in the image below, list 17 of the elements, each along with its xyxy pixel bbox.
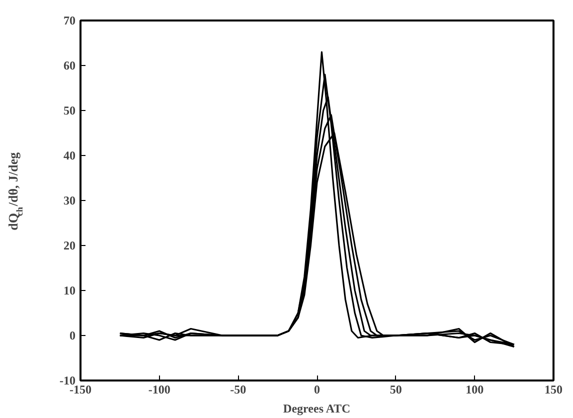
y-tick-label: 30 [64, 194, 76, 208]
x-tick-label: -50 [230, 382, 246, 396]
y-tick-label: 70 [64, 14, 76, 28]
y-tick-label: 20 [64, 238, 76, 252]
x-tick-label: -100 [148, 382, 170, 396]
y-tick-label: 10 [64, 284, 76, 298]
y-tick-label: 50 [64, 104, 76, 118]
y-tick-label: 0 [70, 328, 76, 342]
x-axis-title: Degrees ATC [283, 402, 350, 416]
y-axis-title: dQch/dθ, J/deg [6, 152, 24, 230]
y-tick-label: -10 [60, 374, 76, 388]
x-tick-label: 100 [466, 382, 484, 396]
y-tick-label: 60 [64, 58, 76, 72]
x-tick-label: 150 [544, 382, 562, 396]
y-tick-label: 40 [64, 148, 76, 162]
x-tick-label: 50 [390, 382, 402, 396]
x-tick-label: 0 [314, 382, 320, 396]
